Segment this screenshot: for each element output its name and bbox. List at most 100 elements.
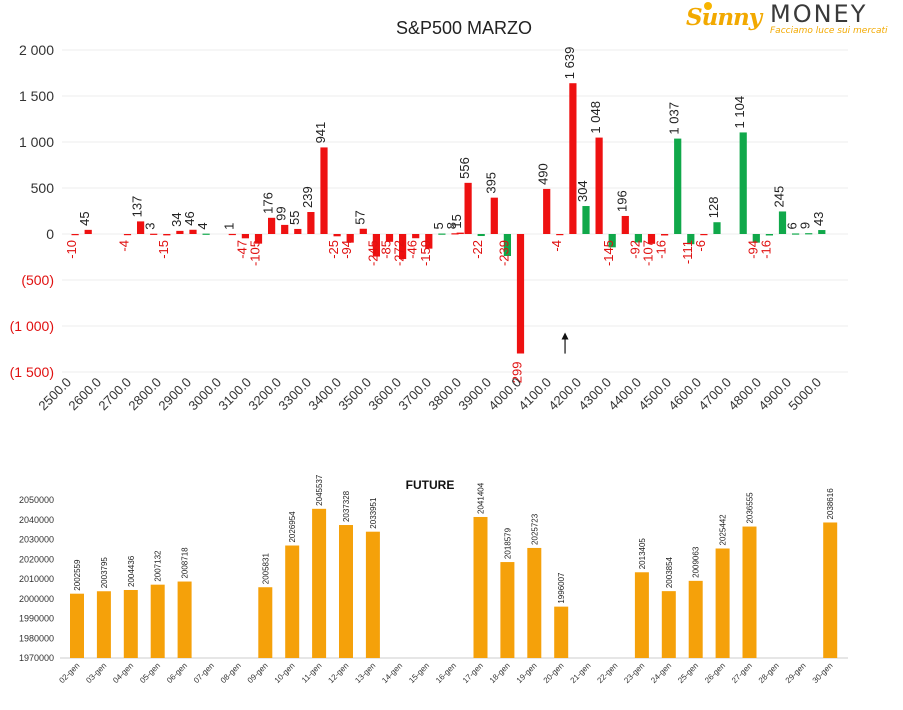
data-label: 2009063: [692, 546, 701, 578]
data-label: 1 104: [732, 96, 747, 129]
x-tick-label: 3200.0: [245, 375, 284, 414]
bar: [307, 212, 315, 234]
data-label: 2004436: [127, 555, 136, 587]
y-tick-label: 2050000: [19, 495, 54, 505]
x-tick-label: 14-gen: [380, 661, 404, 685]
y-tick-label: 2 000: [19, 42, 54, 58]
x-tick-label: 4300.0: [575, 375, 614, 414]
x-tick-label: 2600.0: [65, 375, 104, 414]
data-label: 1 037: [667, 102, 682, 135]
bar: [267, 217, 276, 234]
y-tick-label: 2010000: [19, 574, 54, 584]
y-tick-label: 2040000: [19, 515, 54, 525]
data-label: 55: [287, 210, 302, 224]
bar: [805, 233, 813, 235]
data-label: -92: [627, 240, 642, 259]
x-tick-label: 3300.0: [275, 375, 314, 414]
x-tick-label: 13-gen: [353, 661, 377, 685]
chart-title: S&P500 MARZO: [396, 18, 532, 38]
annotation-arrow-head: [561, 332, 569, 340]
data-label: 1: [221, 223, 236, 230]
bar: [281, 224, 289, 234]
bar: [503, 234, 512, 256]
data-label: 245: [772, 186, 787, 208]
bar: [687, 234, 695, 245]
data-label: 6: [785, 222, 800, 229]
future-chart-title: FUTURE: [406, 478, 455, 492]
x-tick-label: 4500.0: [635, 375, 674, 414]
bar: [150, 584, 165, 658]
data-label: 2008718: [181, 547, 190, 579]
bar: [742, 526, 757, 658]
data-label: 57: [352, 210, 367, 224]
bar: [688, 580, 703, 658]
data-label: -94: [339, 240, 354, 259]
x-tick-label: 29-gen: [784, 661, 808, 685]
x-tick-label: 07-gen: [192, 661, 216, 685]
y-tick-label: 1 000: [19, 134, 54, 150]
logo-sunny-text: Sunny: [686, 4, 762, 31]
bar: [150, 233, 158, 235]
data-label: 2025723: [530, 513, 539, 545]
x-tick-label: 3600.0: [365, 375, 404, 414]
data-label: 2018579: [503, 527, 512, 559]
data-label: -46: [405, 240, 420, 259]
x-tick-label: 24-gen: [649, 661, 673, 685]
x-tick-label: 05-gen: [138, 661, 162, 685]
data-label: 43: [811, 212, 826, 226]
y-tick-label: 2000000: [19, 594, 54, 604]
bar: [621, 215, 629, 234]
bar: [258, 587, 273, 658]
data-label: 941: [313, 122, 328, 144]
data-label: -272: [392, 240, 407, 266]
sp500-options-chart: S&P500 MARZO 2 000 1 500 1 000 500 0 (500) (1 …: [10, 18, 848, 414]
x-tick-label: 23-gen: [622, 661, 646, 685]
data-label: 8: [444, 222, 459, 229]
x-tick-label: 11-gen: [300, 661, 324, 685]
data-label: 2003795: [100, 557, 109, 589]
data-label: 239: [300, 186, 315, 208]
bar: [674, 138, 682, 234]
data-label: -16: [758, 240, 773, 259]
bar: [634, 234, 643, 243]
bar: [385, 234, 394, 242]
x-tick-label: 3000.0: [185, 375, 224, 414]
data-label: -6: [693, 240, 708, 252]
data-label: -10: [64, 240, 79, 259]
bar: [556, 234, 564, 236]
x-tick-label: 4200.0: [545, 375, 584, 414]
data-label: -105: [248, 240, 263, 266]
data-label: -145: [601, 240, 616, 266]
data-label: 15: [449, 214, 464, 228]
data-label: 2005831: [261, 553, 270, 585]
data-label: 128: [706, 197, 721, 219]
bar: [752, 234, 760, 243]
bar: [163, 234, 171, 236]
data-label: -107: [641, 240, 656, 266]
bar: [136, 221, 145, 234]
y-tick-label: 1970000: [19, 653, 54, 663]
data-label: 2025442: [719, 514, 728, 546]
x-tick-label: 4000.0: [485, 375, 524, 414]
x-tick-label: 22-gen: [595, 661, 619, 685]
x-tick-label: 04-gen: [111, 661, 135, 685]
data-label: 2007132: [154, 550, 163, 582]
data-label: 2003854: [665, 556, 674, 588]
future-chart: FUTURE 1970000 1980000 1990000 2000000 20100…: [19, 474, 848, 685]
bar: [823, 522, 838, 658]
bar: [516, 234, 525, 354]
data-label: 304: [575, 180, 590, 202]
data-label: 137: [130, 196, 145, 218]
x-tick-label: 28-gen: [757, 661, 781, 685]
bar: [84, 229, 92, 234]
bar: [791, 233, 800, 235]
data-label: 1 048: [588, 101, 603, 134]
x-tick-label: 17-gen: [461, 661, 485, 685]
data-label: 299: [510, 362, 525, 384]
data-label: -25: [326, 240, 341, 259]
data-label: 196: [614, 190, 629, 212]
data-label: 176: [261, 192, 276, 214]
bar: [346, 234, 354, 243]
bar: [464, 182, 472, 234]
bar: [647, 234, 656, 244]
